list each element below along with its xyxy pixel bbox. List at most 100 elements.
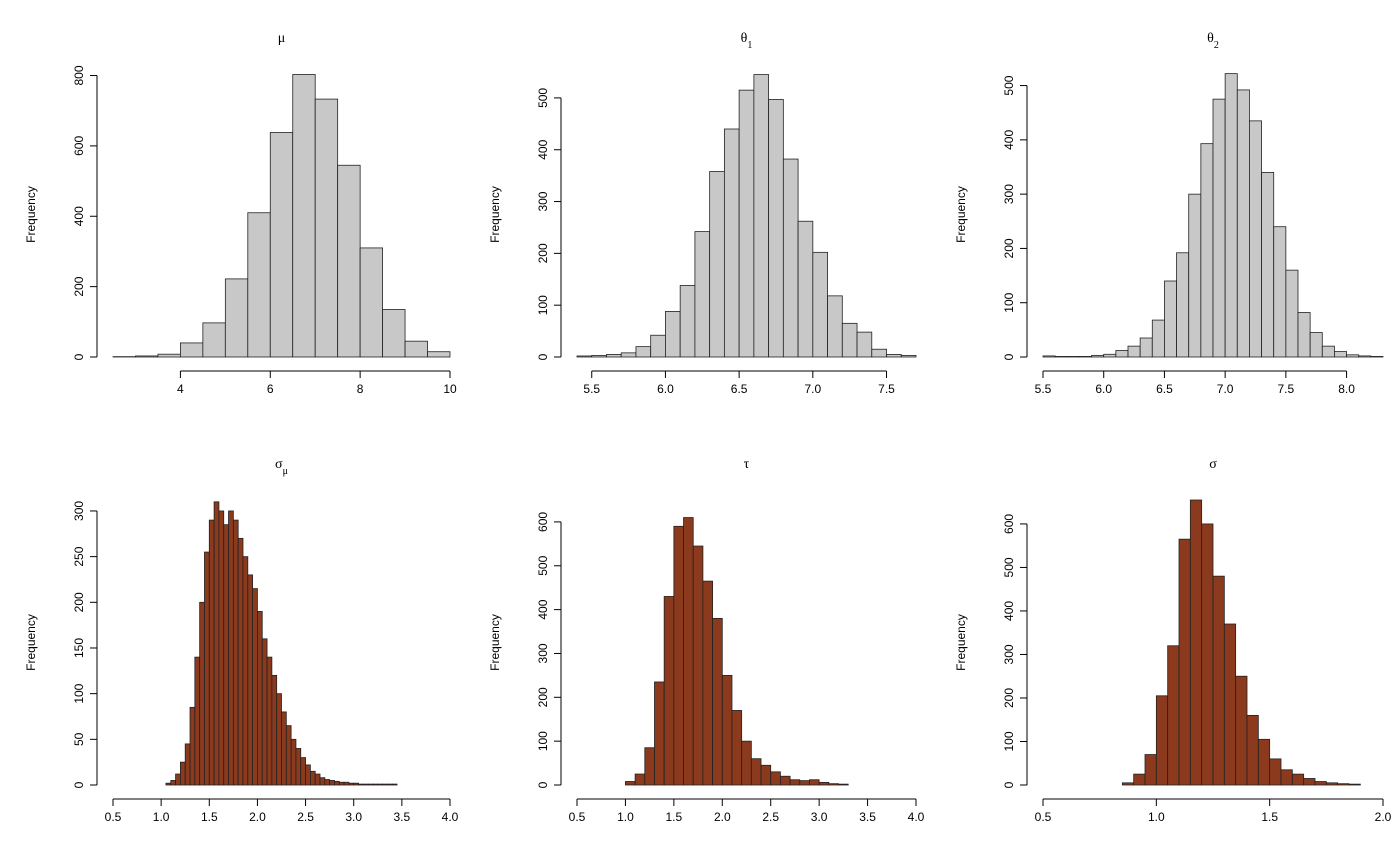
- title-text: σ: [1209, 457, 1217, 472]
- y-axis-label: Frequency: [954, 614, 968, 671]
- y-tick-label: 500: [1002, 557, 1016, 577]
- x-tick-label: 1.0: [153, 810, 170, 824]
- bar: [665, 310, 681, 358]
- bar: [271, 674, 278, 786]
- bar: [1285, 269, 1299, 358]
- bar: [1200, 143, 1214, 358]
- bar: [789, 779, 801, 786]
- panel-title: τ: [744, 457, 750, 472]
- bar: [1121, 782, 1135, 786]
- x-tick-label: 1.0: [1148, 810, 1165, 824]
- y-tick-label: 200: [1002, 238, 1016, 258]
- bar: [1212, 575, 1225, 786]
- panel-title: μ: [278, 31, 286, 46]
- bar: [828, 783, 839, 786]
- bar: [1303, 778, 1316, 786]
- title-text: σ: [275, 457, 283, 472]
- y-tick-label: 500: [536, 555, 550, 575]
- bar: [204, 551, 210, 786]
- panel-title: σμ: [275, 457, 288, 477]
- bar: [1079, 356, 1092, 358]
- x-tick-label: 2.0: [714, 810, 731, 824]
- y-tick-label: 200: [72, 592, 86, 612]
- bar: [157, 353, 181, 358]
- y-tick-label: 0: [72, 781, 86, 788]
- bar: [1155, 695, 1169, 786]
- bar: [818, 781, 830, 786]
- x-tick-label: 1.0: [617, 810, 634, 824]
- bar: [179, 342, 204, 358]
- bar: [179, 761, 186, 786]
- y-tick-label: 300: [536, 191, 550, 211]
- bar: [1348, 783, 1361, 786]
- y-tick-label: 300: [536, 643, 550, 663]
- y-tick-label: 200: [1002, 688, 1016, 708]
- bar: [334, 780, 340, 786]
- bar: [1212, 98, 1226, 358]
- bar: [738, 89, 755, 358]
- x-tick-label: 6.0: [657, 382, 674, 396]
- x-tick-label: 7.5: [878, 382, 895, 396]
- bar: [223, 524, 229, 786]
- x-tick-label: 6.5: [731, 382, 748, 396]
- bar: [1115, 350, 1129, 358]
- y-tick-label: 500: [1002, 75, 1016, 95]
- bar: [353, 782, 359, 786]
- bar: [1235, 675, 1248, 786]
- y-axis-label: Frequency: [24, 614, 38, 671]
- x-tick-label: 2.5: [297, 810, 314, 824]
- bar: [770, 771, 781, 786]
- bar: [650, 334, 666, 358]
- bar: [1201, 523, 1214, 786]
- bar: [266, 656, 273, 786]
- bar: [827, 295, 843, 358]
- x-tick-label: 6: [267, 382, 274, 396]
- bar: [242, 556, 249, 786]
- bar: [202, 322, 226, 358]
- title-text: θ: [741, 31, 748, 46]
- bar: [768, 99, 784, 358]
- bar: [343, 781, 350, 786]
- bar: [1334, 351, 1347, 358]
- y-axis-label: Frequency: [954, 186, 968, 243]
- bar: [673, 525, 684, 786]
- bar: [694, 231, 711, 358]
- bar: [1103, 353, 1117, 358]
- bar: [338, 781, 345, 786]
- x-tick-label: 5.5: [583, 382, 600, 396]
- bar: [252, 588, 258, 786]
- y-tick-label: 100: [1002, 731, 1016, 751]
- y-tick-label: 400: [1002, 130, 1016, 150]
- bar: [314, 98, 339, 358]
- bar: [753, 74, 770, 358]
- bar: [1269, 758, 1282, 786]
- y-tick-label: 100: [72, 683, 86, 703]
- bar: [1325, 782, 1339, 786]
- x-tick-label: 10: [443, 382, 457, 396]
- bar: [1246, 714, 1259, 786]
- bar: [237, 537, 244, 786]
- bar: [1321, 345, 1335, 358]
- panel-title: θ1: [741, 31, 753, 51]
- x-tick-label: 4.0: [442, 810, 459, 824]
- y-tick-label: 300: [1002, 644, 1016, 664]
- bar: [367, 783, 374, 786]
- bar: [257, 611, 263, 786]
- bar: [721, 674, 733, 786]
- y-tick-label: 200: [536, 243, 550, 263]
- bar: [1236, 89, 1250, 358]
- x-tick-label: 0.5: [569, 810, 586, 824]
- bar: [576, 355, 593, 358]
- y-tick-label: 400: [1002, 601, 1016, 621]
- x-tick-label: 0.5: [1035, 810, 1052, 824]
- bar: [1280, 769, 1293, 786]
- bar: [620, 352, 637, 358]
- y-axis-label: Frequency: [24, 186, 38, 243]
- bar: [404, 340, 428, 358]
- bar: [741, 740, 752, 786]
- y-tick-label: 0: [72, 353, 86, 360]
- bar: [709, 171, 725, 358]
- bar: [382, 783, 388, 786]
- bar: [1189, 499, 1203, 786]
